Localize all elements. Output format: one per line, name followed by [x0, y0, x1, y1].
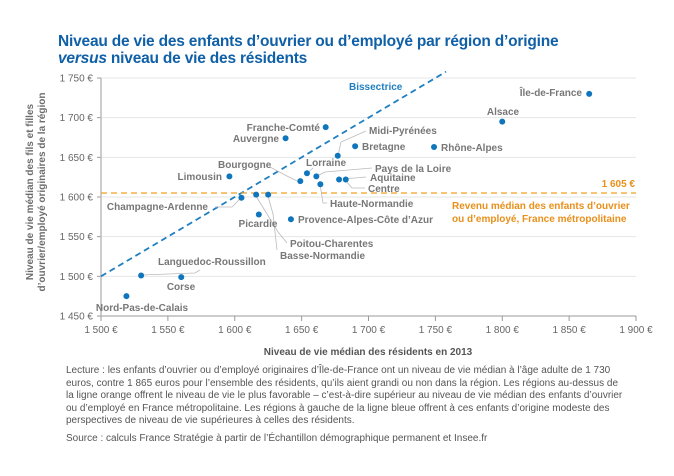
- data-point: [336, 176, 343, 183]
- data-point: [138, 272, 145, 279]
- reading-note: Lecture : les enfants d’ouvrier ou d’emp…: [66, 365, 623, 427]
- point-label: Rhône-Alpes: [441, 143, 503, 154]
- leader-line: [337, 130, 367, 157]
- data-point: [334, 152, 341, 159]
- point-label: Midi-Pyrénées: [369, 126, 437, 137]
- point-label: Nord-Pas-de-Calais: [96, 303, 189, 314]
- point-label: Provence-Alpes-Côte d’Azur: [298, 215, 433, 226]
- x-tick-label: 1 900 €: [619, 325, 653, 336]
- leader-line: [140, 269, 201, 276]
- data-point: [352, 143, 359, 150]
- y-tick-label: 1 550 €: [60, 232, 94, 243]
- point-label: Limousin: [178, 172, 222, 183]
- point-label: Lorraine: [306, 158, 346, 169]
- point-label: Bourgogne: [218, 160, 272, 171]
- data-point: [313, 173, 320, 180]
- data-point: [431, 144, 438, 151]
- x-tick-label: 1 700 €: [352, 325, 386, 336]
- x-tick-label: 1 500 €: [84, 325, 118, 336]
- bisectrice-label: Bissectrice: [349, 82, 403, 93]
- x-tick-label: 1 650 €: [285, 325, 319, 336]
- point-label: Île-de-France: [519, 86, 583, 99]
- y-tick-label: 1 500 €: [60, 272, 94, 283]
- y-tick-label: 1 700 €: [60, 113, 94, 124]
- chart-title: Niveau de vie des enfants d’ouvrier ou d…: [58, 33, 559, 67]
- data-point: [317, 181, 324, 188]
- leader-line: [316, 167, 373, 177]
- point-label: Auvergne: [233, 134, 280, 145]
- point-label: Champagne-Ardenne: [107, 202, 209, 213]
- x-axis-label: Niveau de vie médian des résidents en 20…: [263, 347, 473, 358]
- data-point: [322, 124, 329, 131]
- x-tick-label: 1 800 €: [486, 325, 520, 336]
- data-point: [499, 118, 506, 125]
- source-note: Source : calculs France Stratégie à part…: [66, 433, 488, 444]
- data-point: [586, 90, 593, 97]
- point-label: Poitou-Charentes: [290, 239, 374, 250]
- point-label: Picardie: [239, 219, 278, 230]
- leader-line: [319, 183, 327, 204]
- data-point: [287, 216, 294, 223]
- x-tick-label: 1 750 €: [419, 325, 453, 336]
- point-label: Haute-Normandie: [330, 199, 414, 210]
- point-label: Bretagne: [362, 142, 406, 153]
- title-line-1: Niveau de vie des enfants d’ouvrier ou d…: [58, 33, 559, 50]
- data-point: [255, 211, 262, 218]
- x-tick-label: 1 850 €: [552, 325, 586, 336]
- data-point: [303, 170, 310, 177]
- data-point: [226, 173, 233, 180]
- point-label: Aquitaine: [370, 173, 416, 184]
- leader-line: [255, 195, 288, 244]
- data-point: [238, 194, 245, 201]
- bisectrice-line: [100, 70, 447, 278]
- title-line-2: versus niveau de vie des résidents: [58, 50, 558, 67]
- data-point: [342, 176, 349, 183]
- x-tick-label: 1 550 €: [151, 325, 185, 336]
- point-label: Corse: [167, 282, 196, 293]
- point-label: Centre: [368, 184, 400, 195]
- leader-line: [215, 197, 242, 208]
- y-axis-label: Niveau de vie médian des fils et filles …: [25, 92, 48, 292]
- y-tick-label: 1 750 €: [60, 74, 94, 85]
- data-point: [265, 191, 272, 198]
- point-label: Alsace: [487, 107, 520, 118]
- title-italic: versus: [58, 50, 107, 67]
- y-tick-label: 1 650 €: [60, 153, 94, 164]
- median-value-label: 1 605 €: [602, 179, 636, 190]
- point-label: Franche-Comté: [247, 123, 321, 134]
- data-point: [123, 293, 130, 300]
- leader-line: [267, 195, 278, 251]
- title-rest: niveau de vie des résidents: [106, 50, 308, 67]
- y-tick-label: 1 450 €: [60, 312, 94, 323]
- data-point: [282, 135, 289, 142]
- point-label: Basse-Normandie: [280, 251, 365, 262]
- leader-line: [345, 180, 365, 189]
- median-label-line2: ou d’employé, France métropolitaine: [452, 214, 627, 225]
- x-tick-label: 1 600 €: [218, 325, 252, 336]
- y-tick-label: 1 600 €: [60, 193, 94, 204]
- leader-line: [269, 166, 298, 182]
- data-point: [178, 274, 185, 281]
- point-label: Pays de la Loire: [375, 164, 452, 175]
- median-label-line1: Revenu médian des enfants d’ouvrier: [452, 201, 630, 212]
- data-point: [297, 178, 304, 185]
- data-point: [253, 191, 260, 198]
- point-label: Languedoc-Roussillon: [158, 257, 266, 268]
